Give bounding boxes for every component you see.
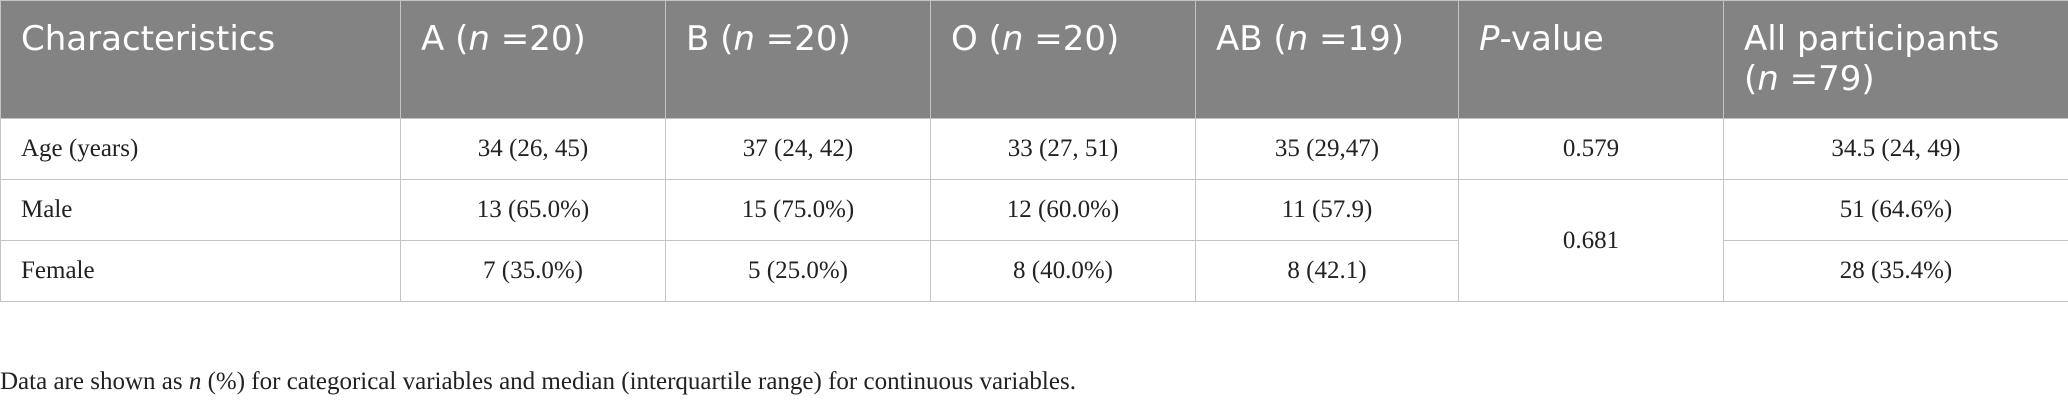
header-group-a-suffix: =20) xyxy=(489,19,586,59)
header-group-a-prefix: A ( xyxy=(421,19,469,59)
cell-male-b: 15 (75.0%) xyxy=(665,179,931,241)
cell-sex-p-value: 0.681 xyxy=(1458,179,1724,302)
header-group-a-n: n xyxy=(468,19,490,59)
cell-age-o: 33 (27, 51) xyxy=(930,118,1196,180)
header-group-b-n: n xyxy=(733,19,755,59)
header-group-o-n: n xyxy=(1001,19,1024,59)
table-row: Male 13 (65.0%) 15 (75.0%) 12 (60.0%) 11… xyxy=(0,179,2068,302)
cell-age-b: 37 (24, 42) xyxy=(665,118,931,180)
cell-male-a: 13 (65.0%) xyxy=(400,179,666,241)
header-p-value: P-value xyxy=(1458,0,1724,119)
table-footnote: Data are shown as n (%) for categorical … xyxy=(0,368,1076,396)
header-all-participants: All participants (n =79) xyxy=(1723,0,2068,119)
cell-age-all: 34.5 (24, 49) xyxy=(1723,118,2068,180)
row-label-age: Age (years) xyxy=(0,118,401,180)
row-label-male: Male xyxy=(0,179,401,241)
header-group-ab-suffix: =19) xyxy=(1308,19,1405,59)
table-row: Female 7 (35.0%) 5 (25.0%) 8 (40.0%) 8 (… xyxy=(0,240,2068,302)
header-group-ab: AB (n =19) xyxy=(1195,0,1459,119)
header-group-o-suffix: =20) xyxy=(1023,19,1120,59)
characteristics-table: Characteristics A (n =20) B (n =20) O (n… xyxy=(0,0,2068,302)
header-group-o: O (n =20) xyxy=(930,0,1196,119)
cell-female-ab: 8 (42.1) xyxy=(1195,240,1459,302)
header-group-a: A (n =20) xyxy=(400,0,666,119)
header-group-b: B (n =20) xyxy=(665,0,931,119)
header-all-participants-n: n xyxy=(1757,59,1779,99)
cell-male-ab: 11 (57.9) xyxy=(1195,179,1459,241)
header-group-b-prefix: B ( xyxy=(686,19,734,59)
footnote-prefix: Data are shown as xyxy=(0,368,189,395)
header-p-value-suffix: -value xyxy=(1499,19,1604,59)
table-row: Age (years) 34 (26, 45) 37 (24, 42) 33 (… xyxy=(0,118,2068,180)
footnote-suffix: (%) for categorical variables and median… xyxy=(201,368,1076,395)
cell-female-o: 8 (40.0%) xyxy=(930,240,1196,302)
header-all-participants-prefix: ( xyxy=(1744,59,1758,99)
header-group-ab-prefix: AB ( xyxy=(1216,19,1287,59)
header-all-participants-line1: All participants xyxy=(1744,19,2000,59)
cell-male-o: 12 (60.0%) xyxy=(930,179,1196,241)
cell-age-ab: 35 (29,47) xyxy=(1195,118,1459,180)
footnote-n: n xyxy=(188,368,202,395)
header-characteristics: Characteristics xyxy=(0,0,401,119)
cell-age-a: 34 (26, 45) xyxy=(400,118,666,180)
header-row: Characteristics A (n =20) B (n =20) O (n… xyxy=(0,0,2068,119)
header-all-participants-suffix: =79) xyxy=(1778,59,1875,99)
header-group-o-prefix: O ( xyxy=(951,19,1002,59)
header-group-b-suffix: =20) xyxy=(754,19,851,59)
header-characteristics-label: Characteristics xyxy=(21,19,276,59)
cell-age-p-value: 0.579 xyxy=(1458,118,1724,180)
cell-male-all: 51 (64.6%) xyxy=(1723,179,2068,241)
row-label-female: Female xyxy=(0,240,401,302)
cell-female-b: 5 (25.0%) xyxy=(665,240,931,302)
header-p-value-p: P xyxy=(1479,19,1500,59)
cell-female-all: 28 (35.4%) xyxy=(1723,240,2068,302)
cell-female-a: 7 (35.0%) xyxy=(400,240,666,302)
header-group-ab-n: n xyxy=(1286,19,1309,59)
